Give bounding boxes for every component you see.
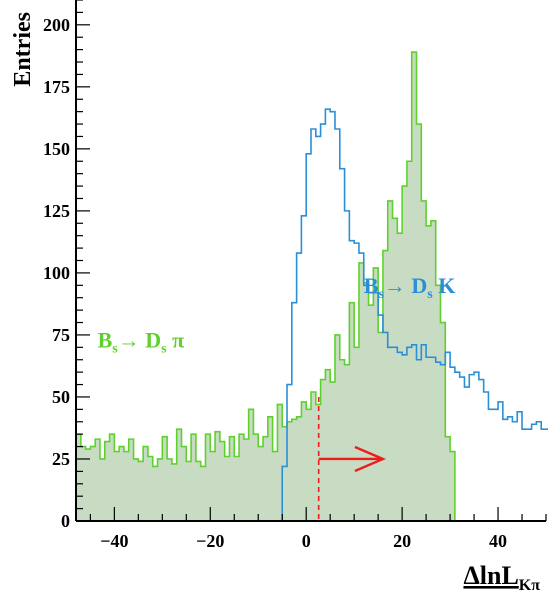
y-tick-label: 125 — [43, 201, 70, 221]
y-tick-label: 175 — [43, 77, 70, 97]
x-tick-label: 40 — [489, 531, 507, 551]
x-axis-label: ΔlnLKπ — [463, 561, 540, 594]
y-tick-label: 75 — [52, 325, 70, 345]
x-tick-label: 0 — [302, 531, 311, 551]
series-fill-0 — [76, 52, 460, 521]
series-line-0 — [75, 51, 460, 522]
y-tick-label: 0 — [61, 511, 70, 531]
x-tick-label: −40 — [100, 531, 128, 551]
cut-arrow-head — [354, 445, 386, 473]
x-tick-label: −20 — [196, 531, 224, 551]
y-tick-label: 100 — [43, 263, 70, 283]
annotation-label-0: Bs→ Ds π — [98, 327, 185, 356]
y-axis-label: Entries — [10, 12, 36, 87]
y-tick-label: 25 — [52, 449, 70, 469]
y-tick-label: 200 — [43, 15, 70, 35]
series-line-1 — [277, 108, 548, 522]
y-tick-label: 150 — [43, 139, 70, 159]
x-tick-label: 20 — [393, 531, 411, 551]
y-tick-label: 50 — [52, 387, 70, 407]
annotation-label-1: Bs→ Ds K — [364, 273, 456, 302]
